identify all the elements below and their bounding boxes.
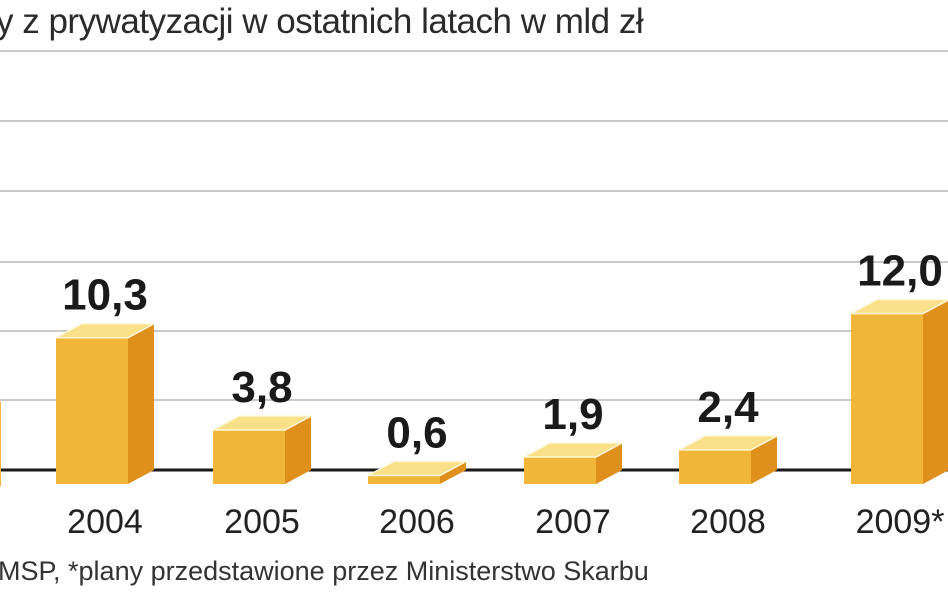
bar-top-face [367,460,467,477]
data-label: 0,6 [386,408,447,457]
bar-side-face [440,461,466,484]
chart-title: y z prywatyzacji w ostatnich latach w ml… [0,2,644,41]
tick-label: 2006 [379,503,455,541]
tick-label: 2008 [690,503,766,541]
data-label: 1,9 [542,390,603,439]
bar-2009* [850,298,948,484]
bar-front-face [524,457,596,484]
tick-label: 2007 [535,503,611,541]
tick-label: 2009* [856,503,945,541]
tick-label: 2004 [67,503,143,541]
bar-front-face [213,430,285,484]
bar-side-face [751,435,777,484]
bar-top-face [850,298,948,315]
bar-2007 [523,442,623,484]
bar-side-face [128,323,154,484]
bar-top-face [212,415,312,431]
data-label: 3,8 [231,363,292,412]
tick-label: 2005 [224,503,300,541]
data-label: 2,4 [697,383,759,432]
bar-front-face [56,337,128,484]
bar-2005 [212,415,312,484]
bar-side-face [285,416,311,484]
bar-top-face [523,442,623,458]
bar-cropped-left [0,402,1,486]
bar-2008 [678,435,778,484]
bar-front-face [368,475,440,484]
bar-front-face [851,313,923,484]
bar-side-face [923,300,948,484]
bar-front-face [679,449,751,484]
data-label: 10,3 [62,271,148,320]
source-note: MSP, *plany przedstawione przez Minister… [0,556,649,586]
data-label: 12,0 [857,247,943,296]
bar-top-face [678,435,778,451]
bar-side-face [596,443,622,484]
bar-top-face [55,322,155,339]
bar-2006 [367,460,467,484]
bar-2004 [55,322,155,484]
